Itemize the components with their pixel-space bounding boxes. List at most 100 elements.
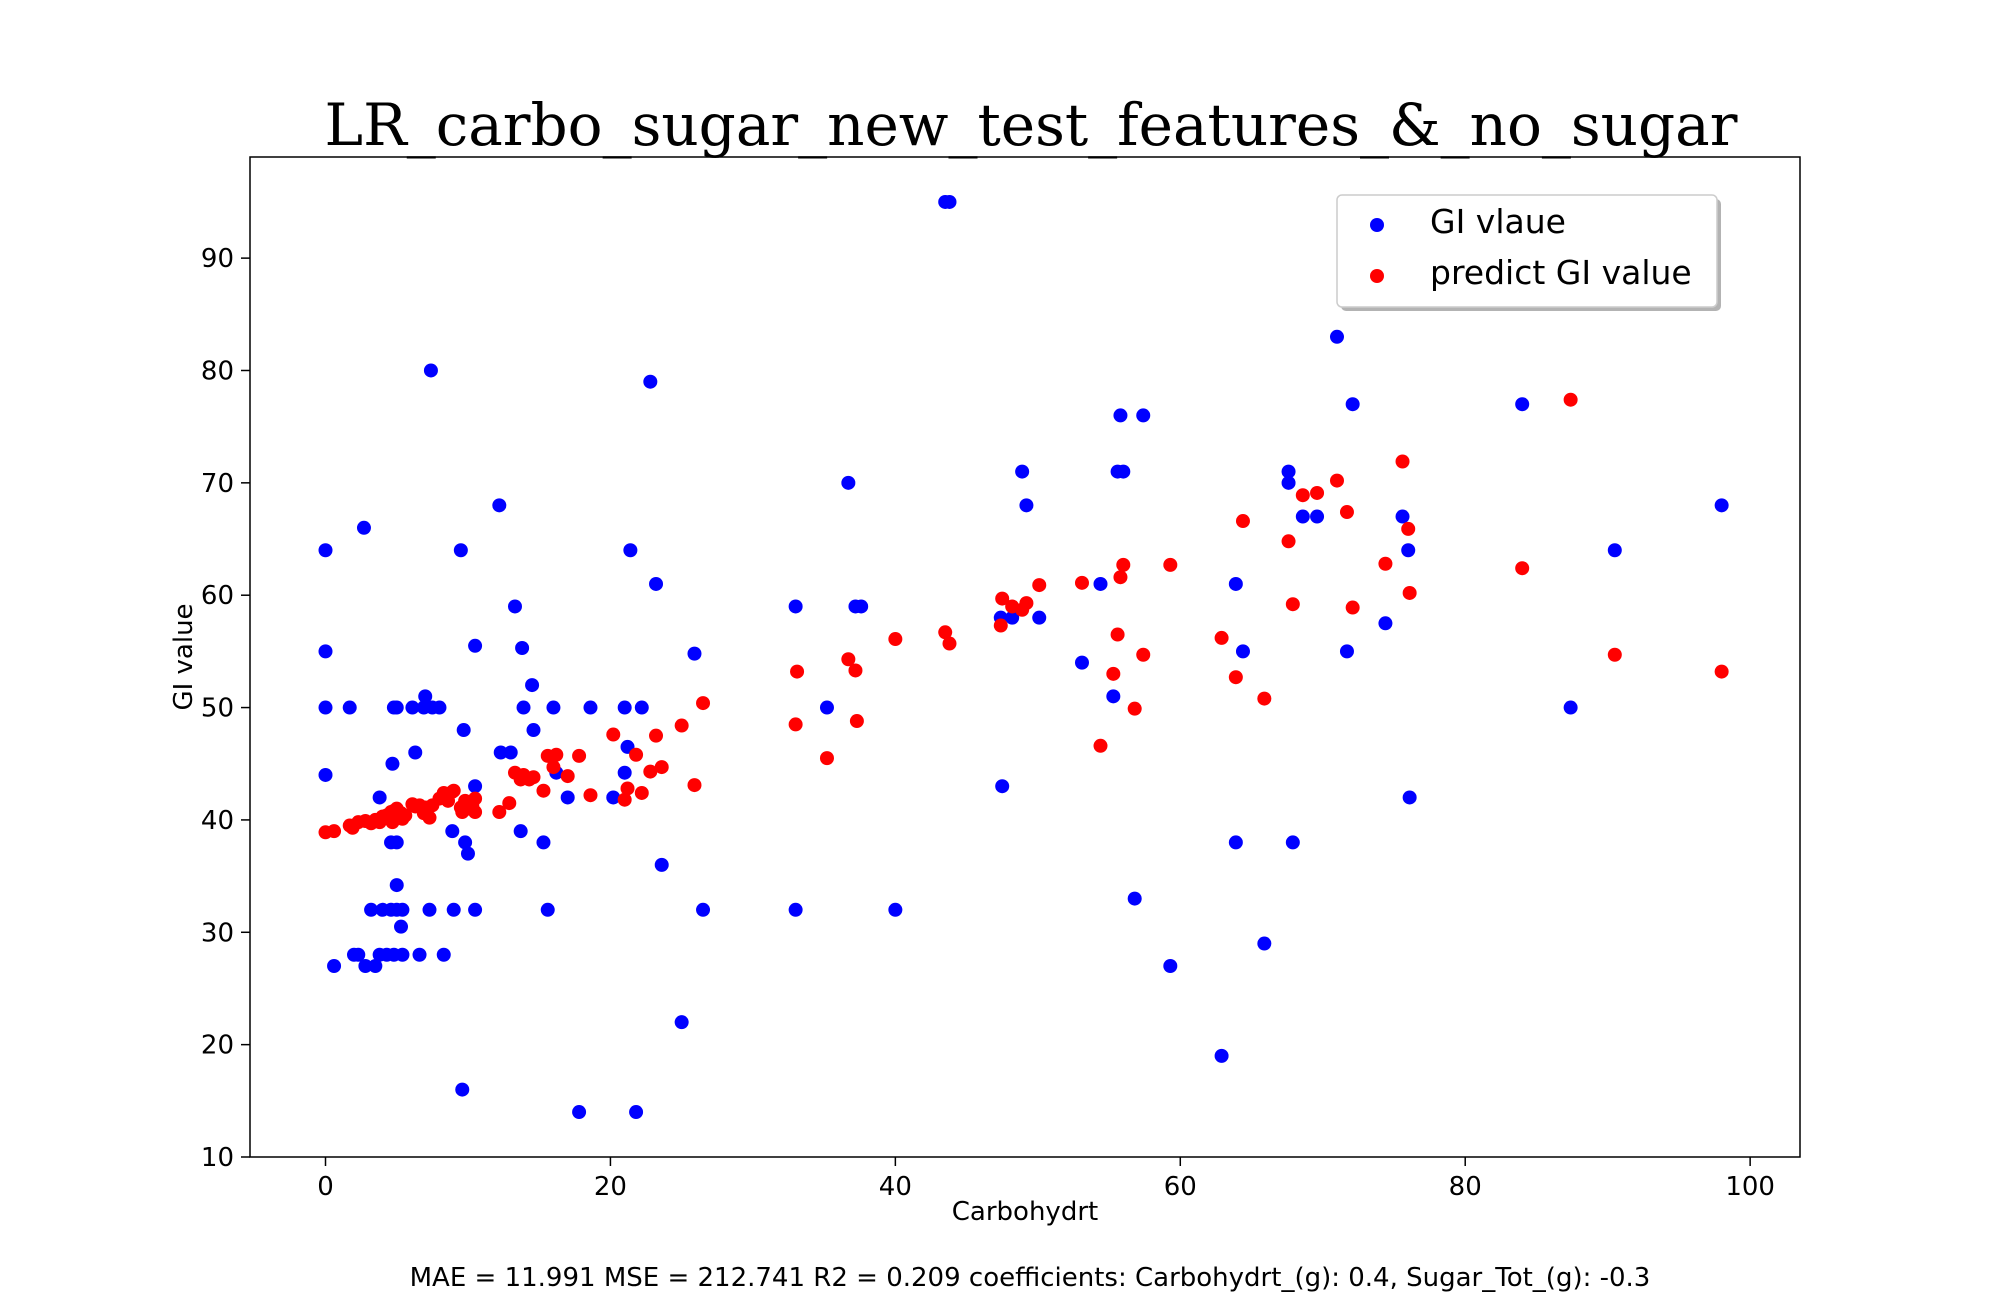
point-predict-gi-value bbox=[1329, 473, 1344, 488]
data-points bbox=[318, 194, 1729, 1120]
x-tick-label: 40 bbox=[879, 1172, 912, 1202]
point-gi-value bbox=[385, 756, 400, 771]
point-gi-value bbox=[1401, 543, 1416, 558]
point-gi-value bbox=[1235, 644, 1250, 659]
point-predict-gi-value bbox=[1116, 557, 1131, 572]
point-gi-value bbox=[1345, 397, 1360, 412]
point-gi-value bbox=[995, 779, 1010, 794]
point-predict-gi-value bbox=[1714, 664, 1729, 679]
y-tick-label: 10 bbox=[201, 1143, 234, 1173]
point-gi-value bbox=[468, 902, 483, 917]
metrics-footer: MAE = 11.991 MSE = 212.741 R2 = 0.209 co… bbox=[410, 1263, 1651, 1293]
point-predict-gi-value bbox=[446, 783, 461, 798]
point-gi-value bbox=[372, 790, 387, 805]
point-gi-value bbox=[351, 947, 366, 962]
point-gi-value bbox=[423, 363, 438, 378]
point-gi-value bbox=[503, 745, 518, 760]
point-gi-value bbox=[408, 745, 423, 760]
point-predict-gi-value bbox=[1113, 570, 1128, 585]
point-gi-value bbox=[1563, 700, 1578, 715]
point-gi-value bbox=[649, 576, 664, 591]
y-axis-label: GI value bbox=[169, 603, 199, 710]
point-predict-gi-value bbox=[788, 717, 803, 732]
point-gi-value bbox=[394, 919, 409, 934]
point-gi-value bbox=[422, 902, 437, 917]
point-predict-gi-value bbox=[560, 769, 575, 784]
legend-label-predict-gi-value: predict GI value bbox=[1430, 253, 1692, 292]
point-predict-gi-value bbox=[1339, 505, 1354, 520]
point-gi-value bbox=[516, 700, 531, 715]
x-tick-label: 20 bbox=[594, 1172, 627, 1202]
point-predict-gi-value bbox=[942, 636, 957, 651]
point-gi-value bbox=[342, 700, 357, 715]
point-gi-value bbox=[460, 846, 475, 861]
point-predict-gi-value bbox=[1295, 488, 1310, 503]
point-gi-value bbox=[1015, 464, 1030, 479]
point-gi-value bbox=[1257, 936, 1272, 951]
point-predict-gi-value bbox=[687, 778, 702, 793]
point-predict-gi-value bbox=[1395, 454, 1410, 469]
y-tick-label: 80 bbox=[201, 356, 234, 386]
point-gi-value bbox=[453, 543, 468, 558]
point-gi-value bbox=[1113, 408, 1128, 423]
point-predict-gi-value bbox=[1310, 485, 1325, 500]
point-predict-gi-value bbox=[995, 591, 1010, 606]
point-predict-gi-value bbox=[649, 728, 664, 743]
point-predict-gi-value bbox=[1401, 521, 1416, 536]
x-axis-label: Carbohydrt bbox=[952, 1197, 1098, 1227]
x-tick-label: 100 bbox=[1725, 1172, 1775, 1202]
point-gi-value bbox=[1714, 498, 1729, 513]
y-tick-label: 20 bbox=[201, 1031, 234, 1061]
point-gi-value bbox=[1228, 576, 1243, 591]
point-gi-value bbox=[1295, 509, 1310, 524]
point-gi-value bbox=[1515, 397, 1530, 412]
point-gi-value bbox=[515, 641, 530, 656]
point-gi-value bbox=[327, 958, 342, 973]
point-gi-value bbox=[623, 543, 638, 558]
point-gi-value bbox=[389, 878, 404, 893]
x-tick-label: 0 bbox=[317, 1172, 334, 1202]
point-gi-value bbox=[468, 779, 483, 794]
point-gi-value bbox=[358, 958, 373, 973]
point-predict-gi-value bbox=[572, 748, 587, 763]
point-predict-gi-value bbox=[1093, 738, 1108, 753]
y-tick-label: 40 bbox=[201, 806, 234, 836]
point-gi-value bbox=[318, 543, 333, 558]
point-gi-value bbox=[1281, 475, 1296, 490]
point-predict-gi-value bbox=[1074, 575, 1089, 590]
legend-label-gi-value: GI vlaue bbox=[1430, 202, 1566, 241]
point-gi-value bbox=[318, 767, 333, 782]
legend-box bbox=[1336, 194, 1718, 308]
y-tick-label: 90 bbox=[201, 244, 234, 274]
point-gi-value bbox=[492, 498, 507, 513]
point-predict-gi-value bbox=[696, 696, 711, 711]
x-tick-label: 80 bbox=[1449, 1172, 1482, 1202]
point-gi-value bbox=[1093, 576, 1108, 591]
point-predict-gi-value bbox=[790, 664, 805, 679]
point-gi-value bbox=[458, 835, 473, 850]
point-predict-gi-value bbox=[583, 788, 598, 803]
point-gi-value bbox=[572, 1105, 587, 1120]
point-gi-value bbox=[1607, 543, 1622, 558]
y-tick-label: 30 bbox=[201, 918, 234, 948]
point-gi-value bbox=[1281, 464, 1296, 479]
point-gi-value bbox=[526, 723, 541, 738]
point-predict-gi-value bbox=[1281, 534, 1296, 549]
point-gi-value bbox=[1116, 464, 1131, 479]
point-gi-value bbox=[1402, 790, 1417, 805]
point-predict-gi-value bbox=[849, 714, 864, 729]
point-gi-value bbox=[525, 678, 540, 693]
point-gi-value bbox=[436, 947, 451, 962]
point-gi-value bbox=[405, 700, 420, 715]
point-predict-gi-value bbox=[617, 792, 632, 807]
point-gi-value bbox=[583, 700, 598, 715]
point-gi-value bbox=[674, 1015, 689, 1030]
point-predict-gi-value bbox=[1228, 670, 1243, 685]
point-predict-gi-value bbox=[1285, 597, 1300, 612]
point-gi-value bbox=[629, 1105, 644, 1120]
point-predict-gi-value bbox=[327, 824, 342, 839]
point-gi-value bbox=[356, 520, 371, 535]
point-predict-gi-value bbox=[1607, 647, 1622, 662]
point-predict-gi-value bbox=[492, 805, 507, 820]
